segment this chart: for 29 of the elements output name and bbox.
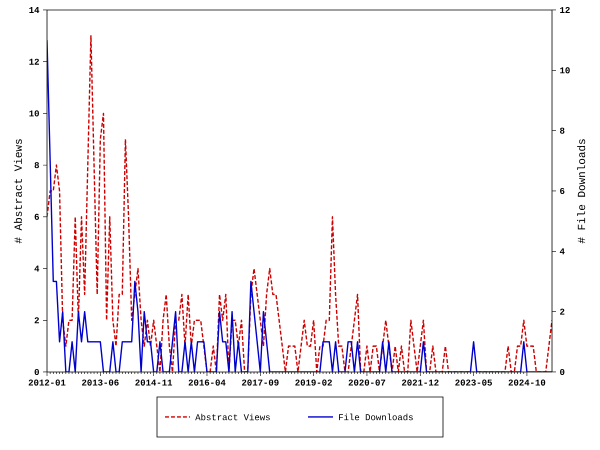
y2-tick-label: 6 (560, 188, 564, 194)
y2-tick-label: 4 (560, 248, 565, 254)
y-axis-title: # Abstract Views (14, 139, 22, 244)
y-tick-label: 2 (34, 317, 39, 324)
y-tick-label: 6 (34, 214, 39, 220)
y-tick-label: 10 (29, 110, 39, 116)
y2-tick-label: 12 (560, 6, 570, 13)
y-tick-label: 12 (29, 58, 39, 65)
y-tick-label: 8 (34, 162, 40, 168)
x-tick-label: 2024-10 (508, 380, 546, 386)
x-tick-label: 2013-06 (82, 380, 119, 386)
y-tick-label: 14 (29, 7, 40, 13)
y2-tick-label: 10 (560, 67, 570, 74)
y2-tick-label: 0 (560, 368, 564, 376)
x-tick-label: 2021-12 (402, 380, 439, 386)
x-tick-label: 2012-01 (28, 380, 66, 386)
legend-label: File Downloads (339, 414, 413, 420)
x-tick-label: 2023-05 (455, 380, 492, 386)
y-tick-label: 0 (34, 368, 39, 376)
y2-axis-title: # File Downloads (577, 139, 586, 244)
y2-tick-label: 8 (560, 128, 564, 134)
legend-label: Abstract Views (195, 414, 270, 420)
x-tick-label: 2014-11 (135, 380, 172, 386)
x-tick-label: 2020-07 (348, 380, 386, 386)
x-tick-label: 2017-09 (242, 380, 279, 386)
x-tick-label: 2016-04 (188, 380, 226, 386)
y2-tick-label: 2 (560, 308, 564, 315)
x-tick-label: 2019-02 (295, 380, 332, 386)
y-tick-label: 4 (34, 266, 40, 272)
